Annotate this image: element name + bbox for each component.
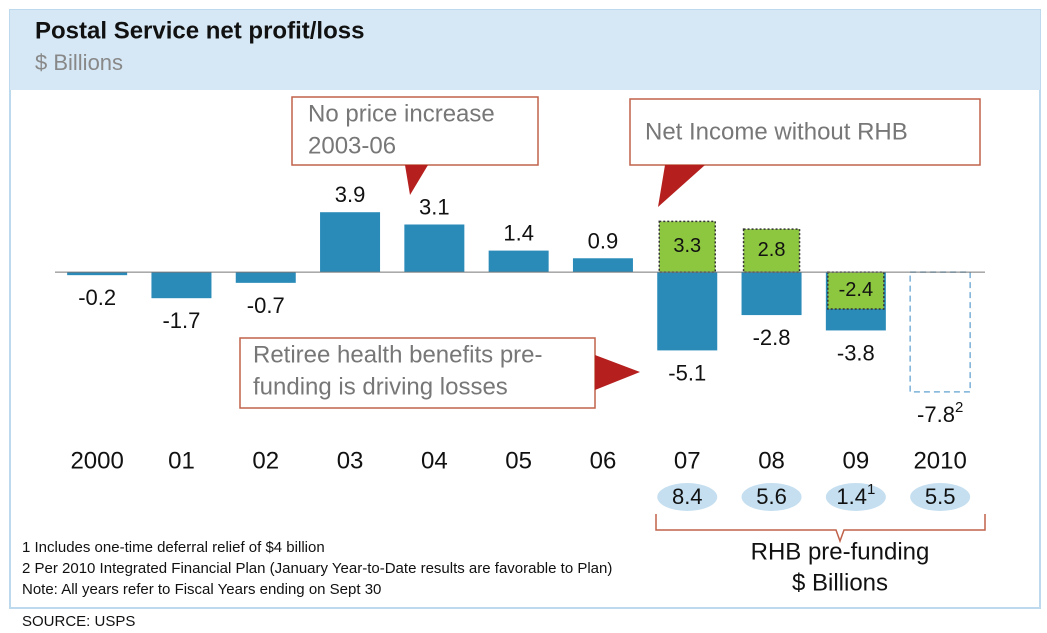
value-label-value: -3.8: [837, 340, 875, 365]
value-label: 3.9: [335, 182, 366, 207]
net-without-rhb-bar: [742, 228, 801, 273]
value-label: 3.1: [419, 194, 450, 219]
annotation-pointer: [595, 355, 640, 390]
value-label: -7.82: [917, 399, 963, 427]
annotation-pointer: [405, 165, 428, 195]
footnote: 2 Per 2010 Integrated Financial Plan (Ja…: [22, 560, 612, 577]
rhb-badge: [657, 483, 718, 511]
x-tick-label: 08: [758, 447, 785, 474]
value-label-value: 1.4: [503, 220, 534, 245]
value-label-value: -1.7: [162, 308, 200, 333]
footnote: Note: All years refer to Fiscal Years en…: [22, 581, 381, 598]
rhb-label-value: 1.4: [836, 484, 867, 509]
rhb-label: 5.6: [756, 484, 787, 509]
value-label-value: 0.9: [588, 228, 619, 253]
rhb-label: 1.41: [836, 481, 875, 509]
rhb-badge: [741, 483, 802, 511]
header-band: [10, 10, 1040, 90]
footnote-mark: 1: [867, 481, 875, 498]
rhb-badge: [910, 483, 971, 511]
bracket: [655, 514, 986, 544]
value-label-value: -5.1: [668, 360, 706, 385]
x-tick-label: 01: [168, 447, 195, 474]
bar: [67, 272, 128, 276]
x-tick-label: 03: [337, 447, 364, 474]
value-label: -0.2: [78, 285, 116, 310]
x-tick-label: 06: [590, 447, 617, 474]
bar: [572, 258, 633, 273]
rhb-badge: [825, 483, 886, 511]
value-label-value: 3.1: [419, 194, 450, 219]
value-label: -5.1: [668, 360, 706, 385]
bar: [320, 212, 381, 273]
rhb-label: 8.4: [672, 484, 703, 509]
source: SOURCE: USPS: [22, 613, 135, 630]
value-label: -2.8: [753, 325, 791, 350]
annotation-box: [239, 337, 596, 409]
chart-title: Postal Service net profit/loss: [35, 17, 364, 44]
net-without-rhb-label: 2.8: [758, 239, 786, 261]
annotation-text: funding is driving losses: [253, 373, 508, 400]
value-label: -0.7: [247, 293, 285, 318]
rhb-label-value: 5.5: [925, 484, 956, 509]
x-tick-label: 02: [252, 447, 279, 474]
annotation-box: [291, 96, 539, 166]
value-label-value: 3.9: [335, 182, 366, 207]
bar: [657, 272, 718, 351]
net-without-rhb-label: 3.3: [673, 235, 701, 257]
annotation-box: [629, 98, 981, 166]
net-without-rhb-bar: [658, 220, 716, 273]
annotation-text: Net Income without RHB: [645, 118, 908, 145]
x-tick-label: 04: [421, 447, 448, 474]
value-label-value: -0.7: [247, 293, 285, 318]
value-label: -3.8: [837, 340, 875, 365]
bar: [151, 272, 212, 299]
x-tick-label: 09: [842, 447, 869, 474]
x-tick-label: 2010: [913, 447, 966, 474]
bar: [235, 272, 296, 283]
value-label: -1.7: [162, 308, 200, 333]
chart-subtitle: $ Billions: [35, 50, 123, 75]
annotation-text: No price increase: [308, 100, 495, 127]
value-label-value: -7.8: [917, 402, 955, 427]
rhb-label: 5.5: [925, 484, 956, 509]
rhb-label-value: 8.4: [672, 484, 703, 509]
footnote: 1 Includes one-time deferral relief of $…: [22, 539, 325, 556]
rhb-label-value: 5.6: [756, 484, 787, 509]
value-label-value: -0.2: [78, 285, 116, 310]
bar: [488, 250, 549, 273]
value-label: 0.9: [588, 228, 619, 253]
annotation-text: 2003-06: [308, 132, 396, 159]
bar: [741, 272, 802, 316]
bar: [404, 224, 465, 273]
annotation-text: Retiree health benefits pre-: [253, 341, 543, 368]
x-tick-label: 05: [505, 447, 532, 474]
footnote-mark: 2: [955, 399, 963, 416]
value-label: 1.4: [503, 220, 534, 245]
value-label-value: -2.8: [753, 325, 791, 350]
bracket-label: $ Billions: [792, 569, 888, 596]
x-tick-label: 07: [674, 447, 701, 474]
annotation-pointer: [658, 165, 705, 207]
x-tick-label: 2000: [70, 447, 123, 474]
net-without-rhb-label: -2.4: [839, 279, 873, 301]
bracket-label: RHB pre-funding: [751, 538, 930, 565]
